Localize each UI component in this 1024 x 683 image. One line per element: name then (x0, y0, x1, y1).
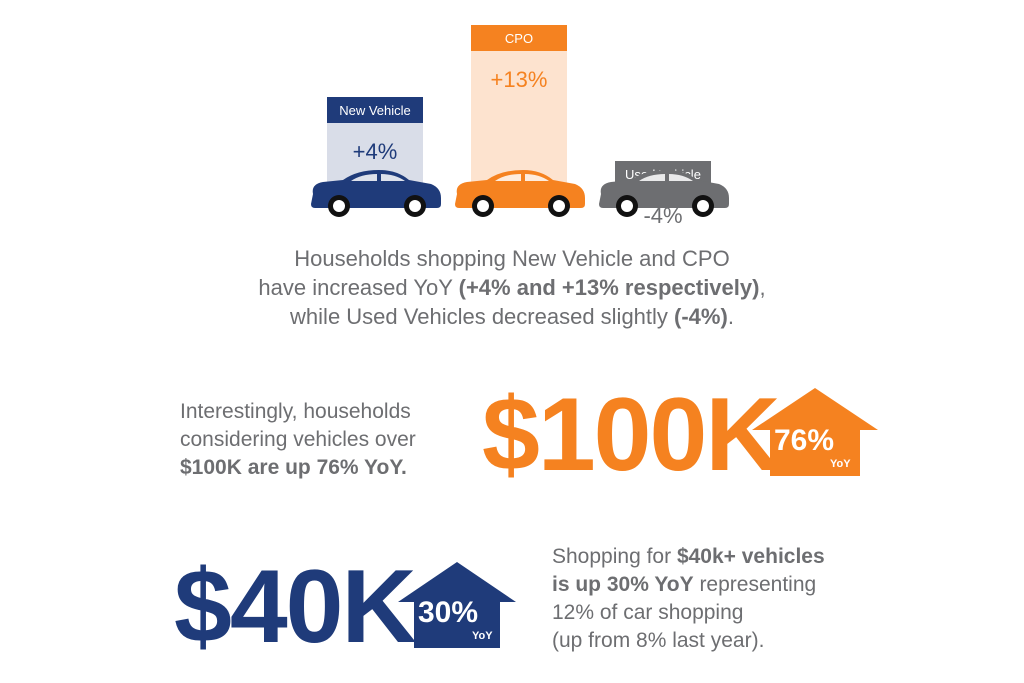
stat-100k-line-3: $100K are up 76% YoY. (180, 456, 407, 479)
category-label: CPO (505, 31, 533, 46)
stat-40k-house-badge: 30% YoY (398, 562, 516, 648)
data-label: +4% (353, 139, 398, 164)
stat-40k-line-1: Shopping for $40k+ vehicles (552, 545, 825, 568)
stat-40k-yoy: YoY (472, 630, 493, 642)
stat-40k-line-4: (up from 8% last year). (552, 629, 765, 652)
house-up-icon (752, 388, 878, 476)
stat-40k-pct: 30% (418, 596, 479, 629)
stat-100k-line-1: Interestingly, households (180, 400, 411, 423)
stat-100k-yoy: YoY (830, 458, 851, 470)
category-label: New Vehicle (339, 103, 411, 118)
stat-40k-text: Shopping for $40k+ vehicles is up 30% Yo… (552, 543, 825, 655)
stat-100k-house-badge: 76% YoY (752, 388, 878, 476)
stat-100k-pct: 76% (774, 424, 835, 457)
car-icon (311, 170, 441, 217)
stat-100k-text: Interestingly, households considering ve… (180, 398, 416, 482)
stat-40k-line-2: is up 30% YoY representing (552, 573, 817, 596)
chart-caption: Households shopping New Vehicle and CPO … (112, 244, 912, 331)
data-label: +13% (491, 67, 548, 92)
caption-line-3: while Used Vehicles decreased slightly (… (290, 304, 734, 329)
house-up-icon (398, 562, 516, 648)
car-icon (455, 170, 585, 217)
stat-40k-line-3: 12% of car shopping (552, 601, 744, 624)
stat-100k-line-2: considering vehicles over (180, 428, 416, 451)
stat-40k-figure: $40K (174, 549, 417, 665)
caption-line-2: have increased YoY (+4% and +13% respect… (258, 275, 766, 300)
bar-header-cpo (471, 25, 567, 51)
car-icon (599, 170, 729, 217)
stat-100k-figure: $100K (482, 377, 780, 493)
vehicle-bar-chart: New Vehicle+4%CPO+13%Used Vehicle-4% (311, 25, 729, 228)
caption-line-1: Households shopping New Vehicle and CPO (294, 246, 730, 271)
bar-header-new-vehicle (327, 97, 423, 123)
